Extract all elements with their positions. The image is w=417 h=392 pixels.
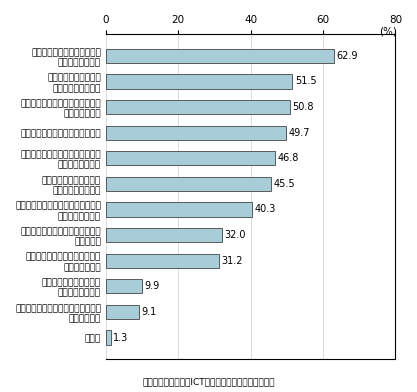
Text: 45.5: 45.5 <box>273 179 295 189</box>
Bar <box>106 254 219 268</box>
Bar <box>106 151 275 165</box>
Bar <box>106 125 286 140</box>
Text: （出典）「消費者のICTネットワーク利用状況調査」: （出典）「消費者のICTネットワーク利用状況調査」 <box>142 377 275 386</box>
Text: 32.0: 32.0 <box>224 230 246 240</box>
Bar <box>106 49 334 63</box>
Bar <box>106 279 142 293</box>
Text: 9.1: 9.1 <box>141 307 157 317</box>
Text: (%): (%) <box>379 27 397 37</box>
Text: 46.8: 46.8 <box>278 153 299 163</box>
Text: 51.5: 51.5 <box>295 76 317 87</box>
Text: 62.9: 62.9 <box>336 51 357 61</box>
Text: 31.2: 31.2 <box>221 256 243 266</box>
Text: 49.7: 49.7 <box>288 128 310 138</box>
Bar <box>106 228 222 242</box>
Bar <box>106 202 252 216</box>
Text: 1.3: 1.3 <box>113 332 128 343</box>
Text: 50.8: 50.8 <box>292 102 314 112</box>
Bar <box>106 100 290 114</box>
Text: 9.9: 9.9 <box>144 281 159 291</box>
Bar <box>106 305 139 319</box>
Text: 40.3: 40.3 <box>254 205 276 214</box>
Bar <box>106 74 292 89</box>
Bar <box>106 177 271 191</box>
Bar <box>106 330 111 345</box>
